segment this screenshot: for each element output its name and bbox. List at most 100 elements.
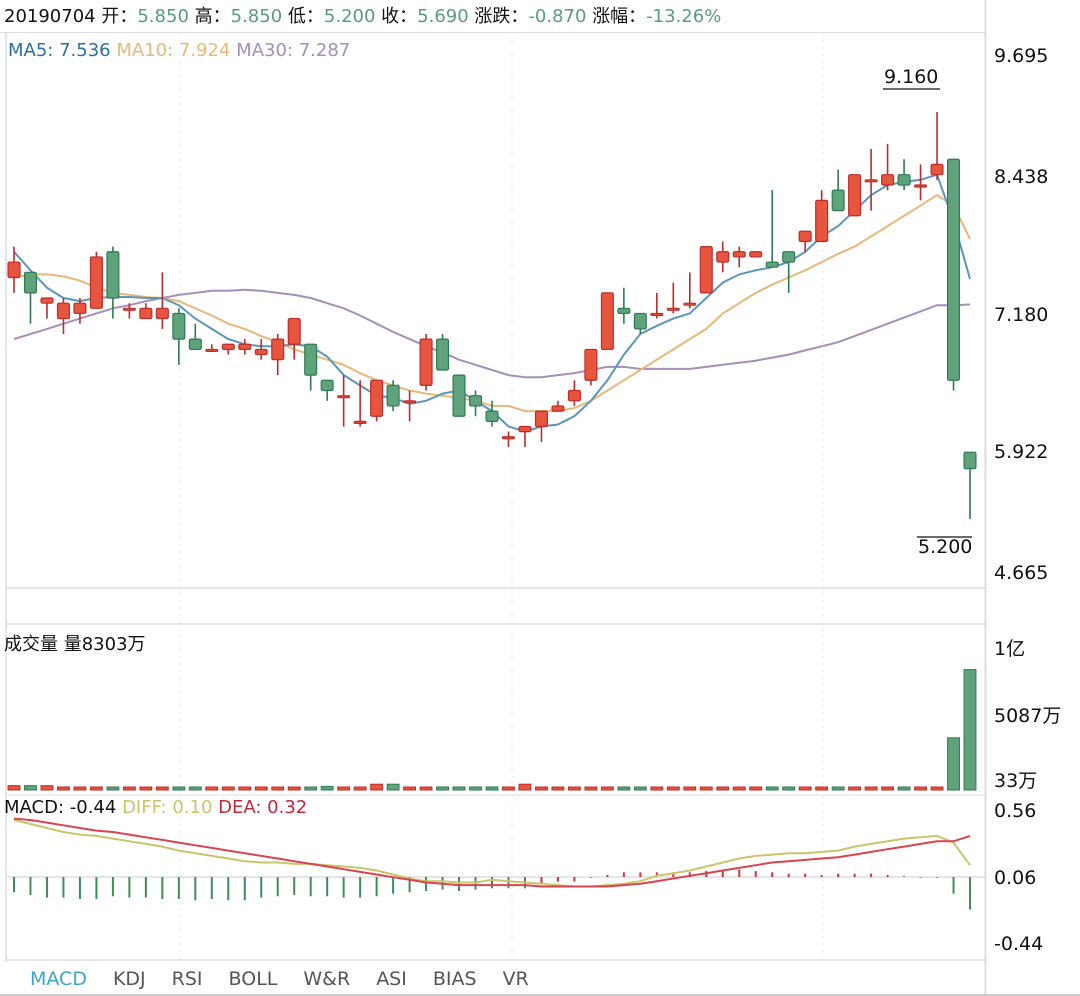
volume-bar [386,783,400,791]
ma5-legend: MA5: 7.536 [8,40,111,61]
volume-bar [864,786,878,791]
volume-bar [518,783,532,791]
volume-bar [436,786,449,791]
volume-bar [782,786,796,791]
volume-tick-1: 5087万 [994,705,1062,727]
volume-bar [551,786,565,791]
volume-bar [765,786,779,791]
candle [699,246,713,294]
candle [551,400,565,412]
volume-bar [304,786,318,791]
volume-bar [155,786,169,791]
volume-tick-0: 1亿 [994,638,1026,660]
volume-bar [89,786,103,791]
close-value: 5.690 [417,6,469,27]
volume-bar [815,786,829,791]
candle [7,246,21,293]
candle [567,380,581,406]
candle [683,272,697,309]
candle [485,400,499,427]
volume-bar [370,783,384,791]
volume-bar [419,786,433,791]
candle [831,169,845,212]
max-price-marker: 9.160 [884,66,939,88]
tab-kdj[interactable]: KDJ [112,968,146,990]
volume-bar [469,786,482,791]
ma-legend: MA5: 7.536 MA10: 7.924 MA30: 7.287 [8,40,350,61]
tab-wr[interactable]: W&R [303,968,351,990]
volume-bar [633,786,647,791]
ma10-legend: MA10: 7.924 [116,40,231,61]
candle [864,148,878,211]
candle [600,292,614,351]
change-label: 涨跌： [474,6,529,27]
volume-bar [353,786,367,791]
candle [468,390,483,417]
candle [56,298,70,335]
candle [23,271,38,324]
macd-tick-0: 0.56 [994,800,1037,822]
candle [419,334,433,391]
volume-bar [914,786,927,791]
candle [188,323,202,351]
candle [386,380,400,412]
volume-bar [106,786,120,791]
volume-bar [749,786,763,791]
volume-bar [337,786,351,791]
tab-macd[interactable]: MACD [30,968,87,990]
candle [254,339,268,360]
candle [320,379,334,401]
volume-bar [567,786,581,791]
price-tick-3: 5.922 [994,441,1049,463]
volume-bar [848,786,862,791]
volume-bar [831,786,845,791]
volume-bar [287,786,301,791]
volume-bar [666,786,680,791]
pct-label: 涨幅： [592,6,647,27]
close-label: 收： [381,6,418,27]
candle [287,317,301,360]
tab-bias[interactable]: BIAS [432,968,477,990]
candle [930,111,944,180]
candle [815,190,829,243]
volume-bar [24,785,37,791]
candle [452,374,466,417]
candle [106,246,120,319]
volume-bar [897,786,911,791]
high-value: 5.850 [230,6,283,27]
candle [155,272,169,329]
price-tick-1: 8.438 [994,166,1049,188]
candle [782,251,796,293]
candle [221,343,235,355]
volume-bar [403,786,417,791]
dea-value: DEA: 0.32 [218,797,308,818]
high-label: 高： [194,6,231,27]
indicator-tabs: MACD KDJ RSI BOLL W&R ASI BIAS VR [0,962,985,996]
candle [370,379,384,422]
candle [73,298,87,324]
tab-asi[interactable]: ASI [376,968,407,990]
volume-bar [271,786,285,791]
volume-title: 成交量 量8303万 [4,634,146,655]
volume-bar [798,786,812,791]
candle [501,431,516,448]
candle [337,375,351,427]
candle [716,241,730,273]
candle [304,343,318,391]
volume-bar [139,786,153,791]
tab-boll[interactable]: BOLL [228,968,278,990]
candle [139,303,153,320]
open-label: 开： [101,6,138,27]
volume-bar [881,786,895,791]
candle [897,159,911,191]
volume-bar [683,786,697,791]
macd-value: MACD: -0.44 [4,797,117,818]
volume-bar [600,786,614,791]
tab-vr[interactable]: VR [502,968,529,990]
ma30-legend: MA30: 7.287 [236,40,351,61]
tab-rsi[interactable]: RSI [171,968,203,990]
volume-bar [73,786,87,791]
volume-bar [732,786,746,791]
price-tick-0: 9.695 [994,45,1049,67]
